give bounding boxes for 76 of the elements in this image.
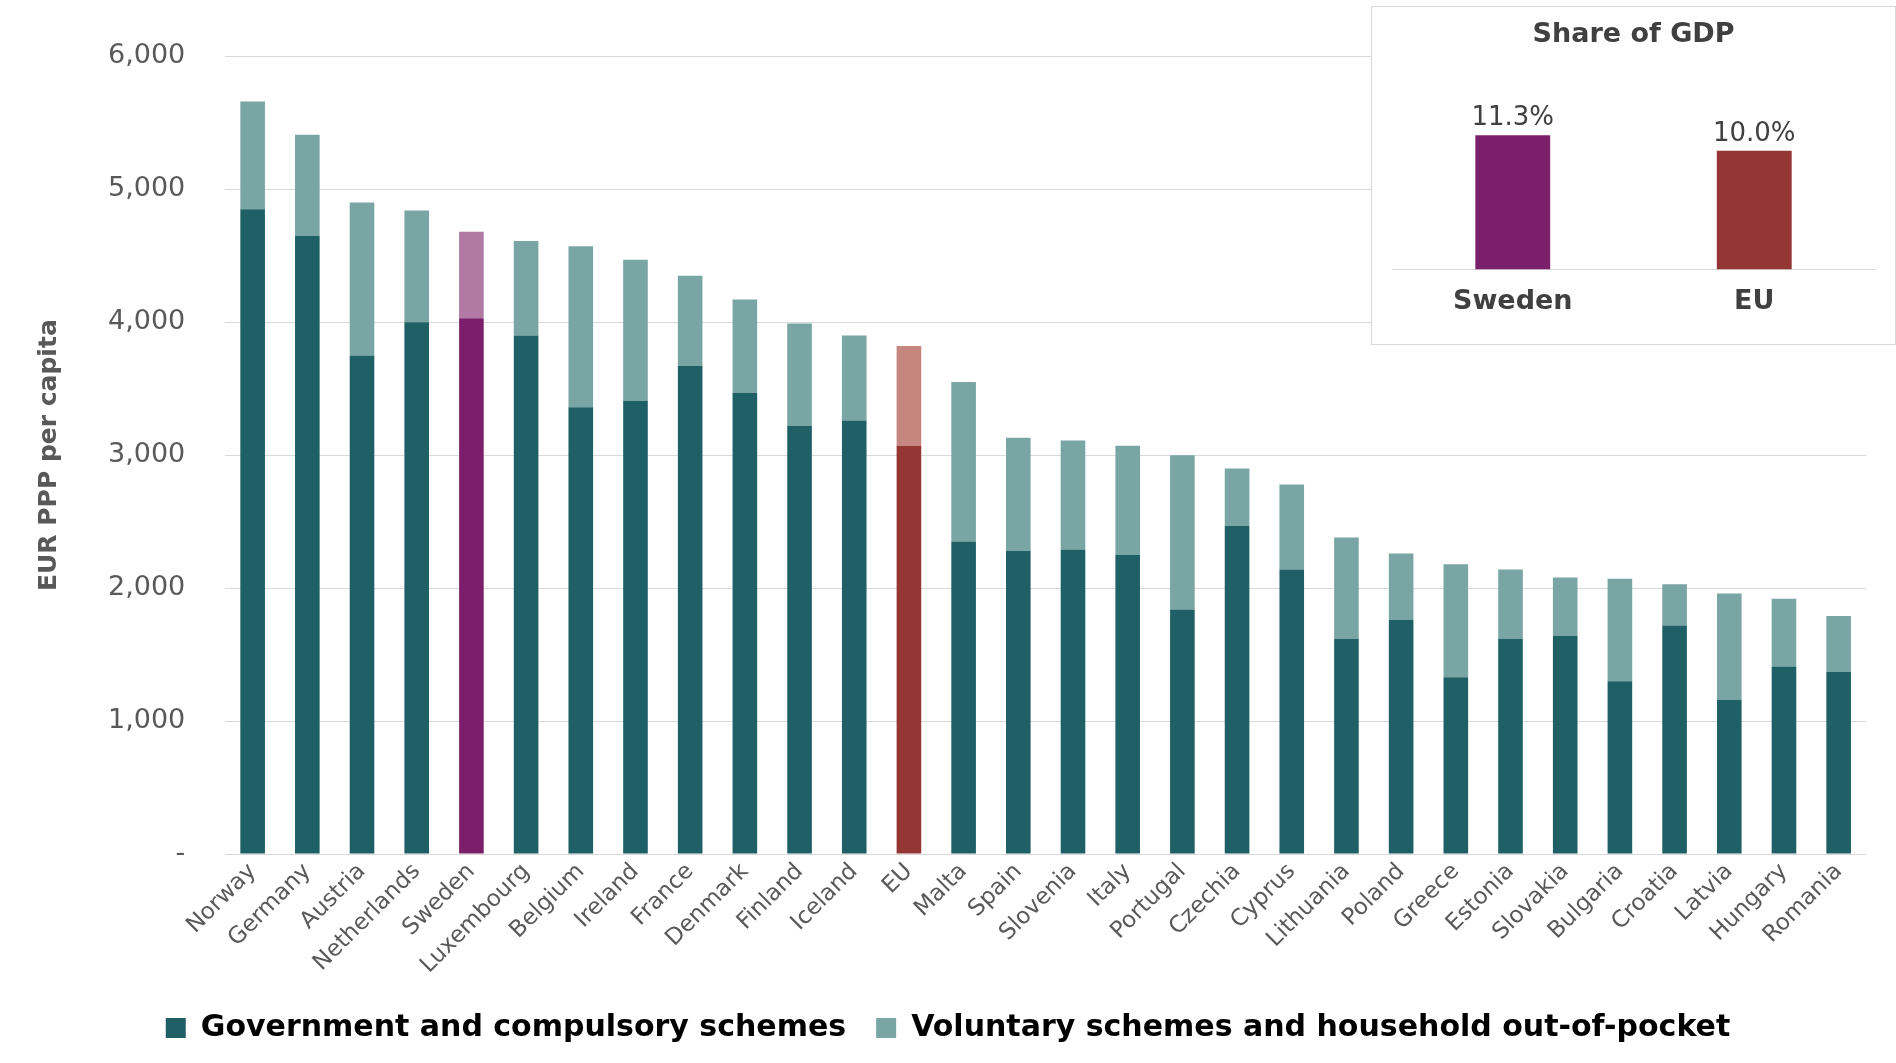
bar (404, 210, 430, 323)
y-tick-label: 6,000 (108, 38, 186, 70)
bar (1826, 616, 1851, 672)
bar (732, 299, 758, 393)
bar (1498, 638, 1523, 854)
bar (623, 400, 648, 854)
bar (295, 235, 320, 854)
bar (1552, 636, 1578, 854)
bar (1170, 455, 1195, 610)
bar (1334, 638, 1359, 854)
bar (1771, 666, 1797, 854)
y-tick-label: 5,000 (108, 171, 186, 203)
bar (1388, 553, 1414, 621)
bar (1498, 569, 1523, 639)
bar (568, 246, 594, 408)
bar (459, 231, 484, 319)
bar (896, 346, 922, 446)
bar (1006, 437, 1031, 551)
bar (787, 425, 812, 854)
bar (841, 335, 867, 421)
bar (349, 202, 375, 356)
legend-label: Voluntary schemes and household out-of-pocket (911, 1007, 1731, 1043)
bar (1771, 598, 1797, 667)
bar (1826, 671, 1851, 854)
legend-label: Government and compulsory schemes (200, 1007, 847, 1043)
y-tick-label: 1,000 (108, 703, 186, 735)
bar (841, 420, 867, 854)
x-tick-label: EU (876, 857, 917, 898)
bar (459, 318, 484, 854)
x-tick-label: Sweden (1452, 283, 1573, 315)
x-tick-label: EU (1734, 283, 1775, 315)
bar (1170, 609, 1195, 854)
bar (1716, 699, 1742, 854)
bar (1224, 468, 1250, 526)
bar (1662, 625, 1687, 854)
bar (1060, 549, 1086, 854)
bar (677, 366, 703, 854)
bar (349, 355, 375, 854)
bar (404, 322, 430, 854)
bar (240, 101, 265, 210)
bar (677, 275, 703, 367)
bar (1224, 525, 1250, 854)
bar (1662, 584, 1687, 626)
bar (1279, 569, 1305, 854)
bar (568, 407, 594, 854)
y-tick-label: 3,000 (108, 437, 186, 469)
bar (787, 323, 812, 426)
bar (623, 259, 648, 401)
bar (1115, 445, 1140, 555)
bar (1607, 681, 1633, 854)
data-label: 11.3% (1471, 101, 1555, 132)
y-axis-title: EUR PPP per capita (32, 319, 62, 592)
bar (951, 382, 976, 542)
bar (1443, 677, 1469, 854)
bar (951, 541, 976, 854)
bar (240, 209, 265, 854)
bar (513, 241, 539, 336)
bar (732, 392, 758, 854)
bar (1443, 564, 1469, 678)
bar (896, 445, 922, 854)
y-tick-label: - (175, 836, 186, 868)
bar (295, 134, 320, 236)
bar (1115, 554, 1140, 854)
bar (1006, 550, 1031, 854)
y-tick-label: 4,000 (108, 304, 186, 336)
bar (1607, 578, 1633, 682)
bar (1060, 440, 1086, 550)
bar (1334, 537, 1359, 639)
bar (1716, 593, 1742, 700)
bar (1552, 577, 1578, 637)
bar (513, 335, 539, 854)
data-label: 10.0% (1712, 116, 1796, 147)
y-tick-label: 2,000 (108, 570, 186, 602)
bar (1388, 620, 1414, 854)
chart-title: Share of GDP (1532, 17, 1735, 49)
bar (1279, 484, 1305, 570)
